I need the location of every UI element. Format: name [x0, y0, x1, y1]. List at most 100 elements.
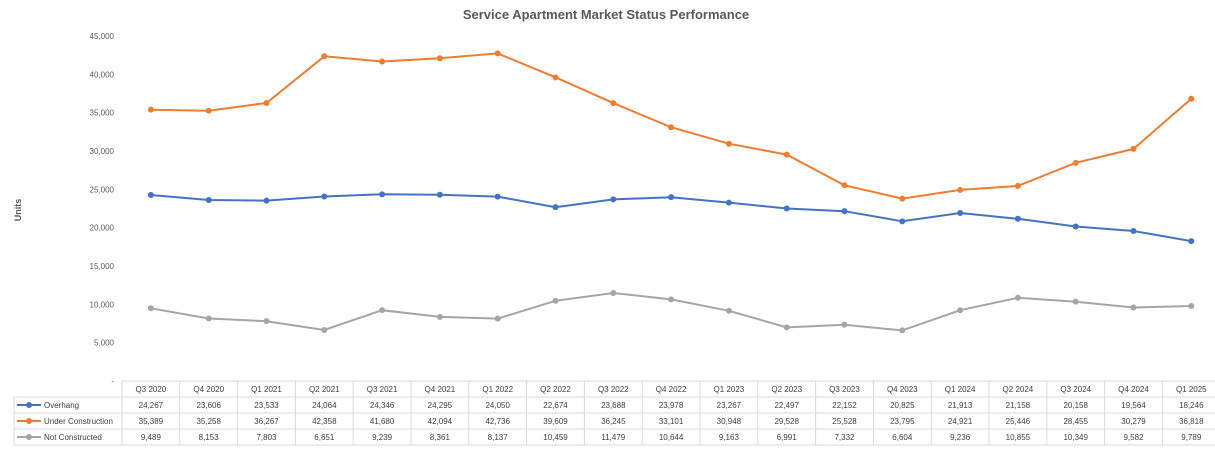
data-point-under-construction: [610, 100, 617, 107]
data-point-not-constructed: [1188, 302, 1195, 309]
x-tick-label: Q2 2023: [771, 385, 802, 394]
data-point-not-constructed: [1072, 298, 1079, 305]
x-tick-label: Q1 2021: [251, 385, 282, 394]
data-point-overhang: [1014, 215, 1021, 222]
table-cell-not-constructed: 9,163: [719, 433, 740, 442]
data-point-overhang: [321, 193, 328, 200]
data-point-overhang: [263, 197, 270, 204]
data-point-under-construction: [321, 53, 328, 60]
plot-area: [147, 50, 1195, 334]
table-cell-not-constructed: 9,239: [372, 433, 393, 442]
table-cell-under-construction: 42,094: [428, 417, 453, 426]
data-point-under-construction: [783, 151, 790, 158]
table-cell-overhang: 23,688: [601, 401, 626, 410]
data-point-not-constructed: [552, 297, 559, 304]
table-cell-overhang: 21,913: [948, 401, 973, 410]
table-cell-overhang: 23,267: [717, 401, 742, 410]
y-tick-label: 45,000: [90, 32, 115, 41]
data-point-overhang: [1130, 228, 1137, 235]
table-cell-overhang: 18,246: [1179, 401, 1204, 410]
x-tick-label: Q2 2022: [540, 385, 571, 394]
data-point-overhang: [610, 196, 617, 203]
table-cell-under-construction: 42,736: [485, 417, 510, 426]
table-cell-under-construction: 29,528: [774, 417, 799, 426]
table-cell-not-constructed: 7,803: [256, 433, 277, 442]
table-cell-under-construction: 36,267: [254, 417, 279, 426]
table-cell-not-constructed: 6,651: [314, 433, 335, 442]
x-tick-label: Q2 2024: [1003, 385, 1034, 394]
data-point-overhang: [1072, 223, 1079, 230]
x-tick-label: Q2 2021: [309, 385, 340, 394]
data-point-not-constructed: [263, 318, 270, 325]
data-point-overhang: [725, 199, 732, 206]
data-point-overhang: [494, 193, 501, 200]
table-cell-under-construction: 35,258: [196, 417, 221, 426]
data-point-not-constructed: [1014, 294, 1021, 301]
y-tick-label: 30,000: [90, 147, 115, 156]
chart-title: Service Apartment Market Status Performa…: [463, 7, 749, 22]
data-point-overhang: [899, 218, 906, 225]
table-cell-overhang: 21,158: [1006, 401, 1031, 410]
table-cell-overhang: 23,533: [254, 401, 279, 410]
x-tick-label: Q4 2021: [425, 385, 456, 394]
table-cell-under-construction: 33,101: [659, 417, 684, 426]
table-cell-not-constructed: 9,582: [1123, 433, 1144, 442]
table-cell-under-construction: 30,279: [1121, 417, 1146, 426]
legend-marker-not-constructed: [26, 434, 32, 440]
data-point-under-construction: [1014, 182, 1021, 189]
x-tick-label: Q1 2022: [482, 385, 513, 394]
data-point-under-construction: [1130, 145, 1137, 152]
data-point-not-constructed: [379, 307, 386, 314]
table-cell-overhang: 20,158: [1063, 401, 1088, 410]
data-point-under-construction: [1188, 95, 1195, 102]
data-point-overhang: [783, 205, 790, 212]
table-cell-under-construction: 30,948: [717, 417, 742, 426]
data-point-under-construction: [1072, 159, 1079, 166]
table-cell-under-construction: 36,818: [1179, 417, 1204, 426]
table-cell-not-constructed: 8,153: [199, 433, 220, 442]
data-point-not-constructed: [899, 327, 906, 334]
table-cell-under-construction: 25,446: [1006, 417, 1031, 426]
table-cell-overhang: 19,564: [1121, 401, 1146, 410]
table-cell-not-constructed: 6,991: [777, 433, 798, 442]
table-cell-overhang: 22,674: [543, 401, 568, 410]
table-cell-overhang: 22,497: [774, 401, 799, 410]
y-tick-label: -: [111, 377, 114, 386]
x-tick-label: Q4 2024: [1118, 385, 1149, 394]
x-tick-label: Q3 2023: [829, 385, 860, 394]
y-axis: - 5,000 10,000 15,000 20,000 25,000 30,000 35,0…: [90, 32, 115, 386]
data-point-overhang: [147, 191, 154, 198]
data-point-overhang: [552, 204, 559, 211]
data-point-not-constructed: [436, 313, 443, 320]
table-cell-overhang: 23,978: [659, 401, 684, 410]
data-point-under-construction: [379, 58, 386, 65]
data-point-overhang: [668, 194, 675, 201]
legend-label-overhang: Overhang: [44, 401, 79, 410]
legend-label-not-constructed: Not Constructed: [44, 433, 102, 442]
table-cell-not-constructed: 11,479: [601, 433, 625, 442]
legend-label-under-construction: Under Construction: [44, 417, 113, 426]
data-point-overhang: [1188, 238, 1195, 245]
data-point-under-construction: [205, 107, 212, 114]
x-tick-label: Q1 2024: [945, 385, 976, 394]
data-point-not-constructed: [783, 324, 790, 331]
data-point-not-constructed: [205, 315, 212, 322]
data-point-not-constructed: [1130, 304, 1137, 311]
table-cell-under-construction: 41,680: [370, 417, 395, 426]
table-cell-not-constructed: 7,332: [834, 433, 855, 442]
table-cell-under-construction: 28,455: [1063, 417, 1088, 426]
y-tick-label: 35,000: [90, 109, 115, 118]
x-tick-label: Q3 2021: [367, 385, 398, 394]
data-point-under-construction: [263, 99, 270, 106]
table-cell-not-constructed: 10,459: [543, 433, 568, 442]
data-point-overhang: [841, 208, 848, 215]
data-point-under-construction: [147, 106, 154, 113]
data-point-under-construction: [552, 74, 559, 81]
data-point-overhang: [379, 191, 386, 198]
table-cell-under-construction: 23,795: [890, 417, 915, 426]
data-point-under-construction: [841, 182, 848, 189]
data-point-under-construction: [725, 140, 732, 147]
table-cell-overhang: 23,606: [196, 401, 221, 410]
table-cell-under-construction: 39,609: [543, 417, 568, 426]
